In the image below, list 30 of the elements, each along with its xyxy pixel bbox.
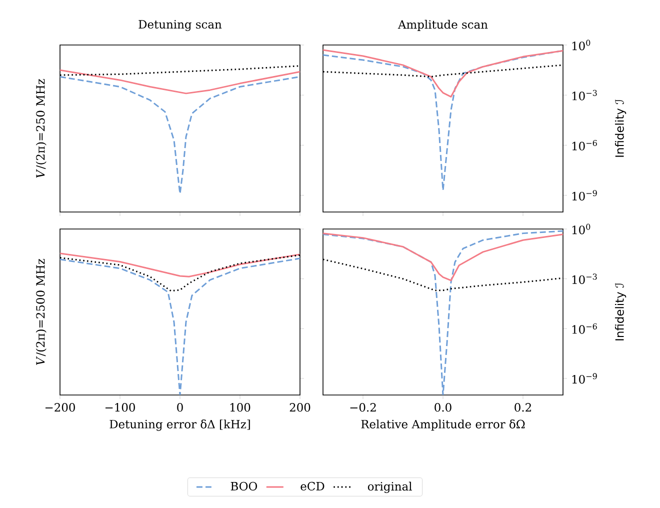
x-tick-label: −0.2 (350, 403, 376, 412)
x-tick-label: 0.0 (434, 403, 452, 412)
x-tick-label: 200 (290, 403, 310, 412)
y-tick-label: 10$^{−3}$ (572, 90, 597, 100)
y-tick-label: 10$^{0}$ (572, 224, 590, 234)
y-tick-label: 10$^{0}$ (572, 40, 590, 50)
legend-label: original (368, 482, 412, 494)
x-tick-label: 100 (230, 403, 250, 412)
x-axis-title: Relative Amplitude error δΩ (361, 420, 525, 431)
legend-label: eCD (300, 482, 324, 491)
line-series (323, 49, 563, 98)
y-axis-title: V/(2π)=250 MHz (36, 79, 46, 178)
x-tick-label: −200 (45, 403, 75, 412)
y-tick-label: 10$^{−6}$ (572, 323, 597, 334)
x-tick-label: −100 (105, 403, 135, 412)
chart-title: Amplitude scan (398, 20, 488, 31)
y-tick-label: 10$^{−3}$ (572, 274, 597, 284)
x-tick-label: 0.2 (514, 403, 531, 412)
y-tick-label: 10$^{−6}$ (572, 140, 597, 150)
y-tick-label: 10$^{−9}$ (572, 373, 597, 384)
x-axis-title: Detuning error δΔ [kHz] (110, 420, 250, 431)
line-series (323, 230, 563, 396)
line-series (323, 232, 563, 282)
x-tick-label: 0 (177, 403, 183, 412)
y-tick-label: 10$^{−9}$ (572, 190, 597, 201)
y-axis-title: Infidelity ℐ (615, 283, 626, 340)
y-axis-title: Infidelity ℐ (615, 100, 626, 157)
legend-label: BOO (230, 482, 258, 491)
chart-title: Detuning scan (138, 20, 222, 32)
y-axis-title: V/(2π)=2500 MHz (36, 258, 46, 365)
